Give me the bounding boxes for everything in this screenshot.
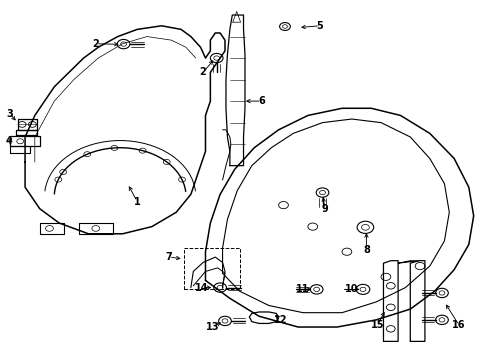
Text: 2: 2: [199, 67, 206, 77]
Text: 11: 11: [296, 284, 309, 294]
Text: 5: 5: [316, 21, 323, 31]
Text: 3: 3: [6, 109, 13, 119]
Bar: [183, 248, 239, 289]
Text: 4: 4: [6, 136, 13, 146]
Text: 6: 6: [258, 96, 264, 106]
Text: 7: 7: [165, 252, 172, 262]
Text: 15: 15: [370, 320, 384, 330]
Text: 8: 8: [362, 245, 369, 255]
Text: 16: 16: [451, 320, 465, 330]
Text: 12: 12: [274, 315, 287, 325]
Text: 9: 9: [321, 204, 327, 214]
Text: 14: 14: [195, 283, 208, 293]
Text: 2: 2: [92, 39, 99, 49]
Text: 1: 1: [134, 197, 141, 207]
Text: 13: 13: [205, 322, 219, 332]
Text: 10: 10: [345, 284, 358, 294]
